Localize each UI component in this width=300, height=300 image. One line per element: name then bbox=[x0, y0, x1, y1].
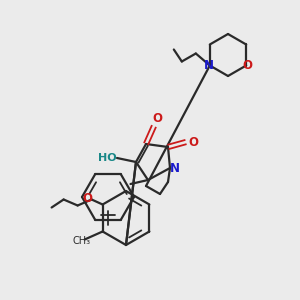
Text: CH₃: CH₃ bbox=[73, 236, 91, 245]
Text: O: O bbox=[242, 59, 252, 72]
Text: HO: HO bbox=[98, 153, 116, 163]
Text: O: O bbox=[188, 136, 198, 148]
Text: O: O bbox=[152, 112, 162, 125]
Text: O: O bbox=[82, 192, 93, 205]
Text: N: N bbox=[170, 163, 180, 176]
Text: N: N bbox=[204, 59, 214, 72]
